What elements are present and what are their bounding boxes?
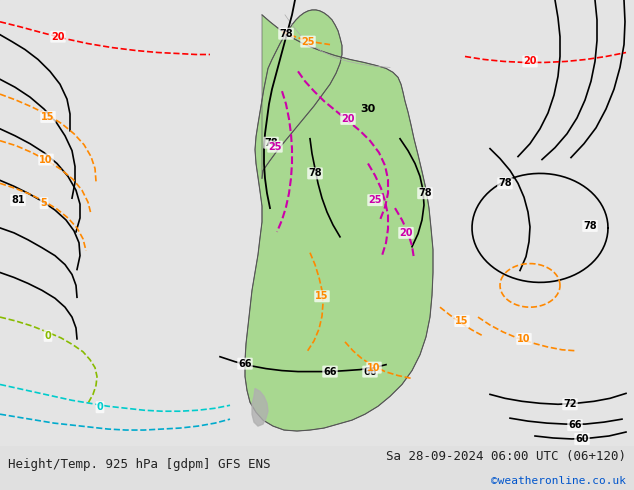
Text: 10: 10 — [367, 363, 381, 372]
Text: 10: 10 — [517, 334, 531, 344]
Text: 20: 20 — [51, 32, 65, 42]
Text: 78: 78 — [418, 188, 432, 198]
Polygon shape — [252, 389, 268, 426]
Text: 78: 78 — [308, 169, 322, 178]
Text: 0: 0 — [44, 331, 51, 341]
Text: 66: 66 — [323, 367, 337, 377]
Text: 78: 78 — [279, 29, 293, 39]
Text: 5: 5 — [41, 198, 48, 208]
Text: Height/Temp. 925 hPa [gdpm] GFS ENS: Height/Temp. 925 hPa [gdpm] GFS ENS — [8, 458, 270, 471]
Text: 20: 20 — [341, 114, 355, 124]
Text: 25: 25 — [301, 37, 314, 47]
Text: 72: 72 — [563, 399, 577, 409]
Text: 20: 20 — [523, 56, 537, 67]
Text: 66: 66 — [568, 420, 582, 430]
Text: 25: 25 — [368, 195, 382, 205]
Text: ©weatheronline.co.uk: ©weatheronline.co.uk — [491, 476, 626, 486]
Text: 20: 20 — [399, 228, 413, 238]
Text: 66: 66 — [363, 367, 377, 377]
Polygon shape — [245, 10, 433, 431]
Text: 10: 10 — [39, 154, 53, 165]
Text: 15: 15 — [41, 112, 55, 122]
Text: 15: 15 — [315, 291, 329, 301]
Text: 66: 66 — [238, 359, 252, 368]
Text: Sa 28-09-2024 06:00 UTC (06+120): Sa 28-09-2024 06:00 UTC (06+120) — [386, 450, 626, 463]
Text: 78: 78 — [583, 221, 597, 231]
Text: 78: 78 — [264, 138, 278, 147]
Text: 15: 15 — [455, 316, 469, 326]
Text: 0: 0 — [96, 402, 103, 412]
Text: 60: 60 — [575, 434, 589, 444]
Text: 30: 30 — [360, 104, 375, 114]
Text: 25: 25 — [268, 142, 281, 151]
Text: 81: 81 — [11, 195, 25, 205]
Text: 78: 78 — [498, 178, 512, 188]
